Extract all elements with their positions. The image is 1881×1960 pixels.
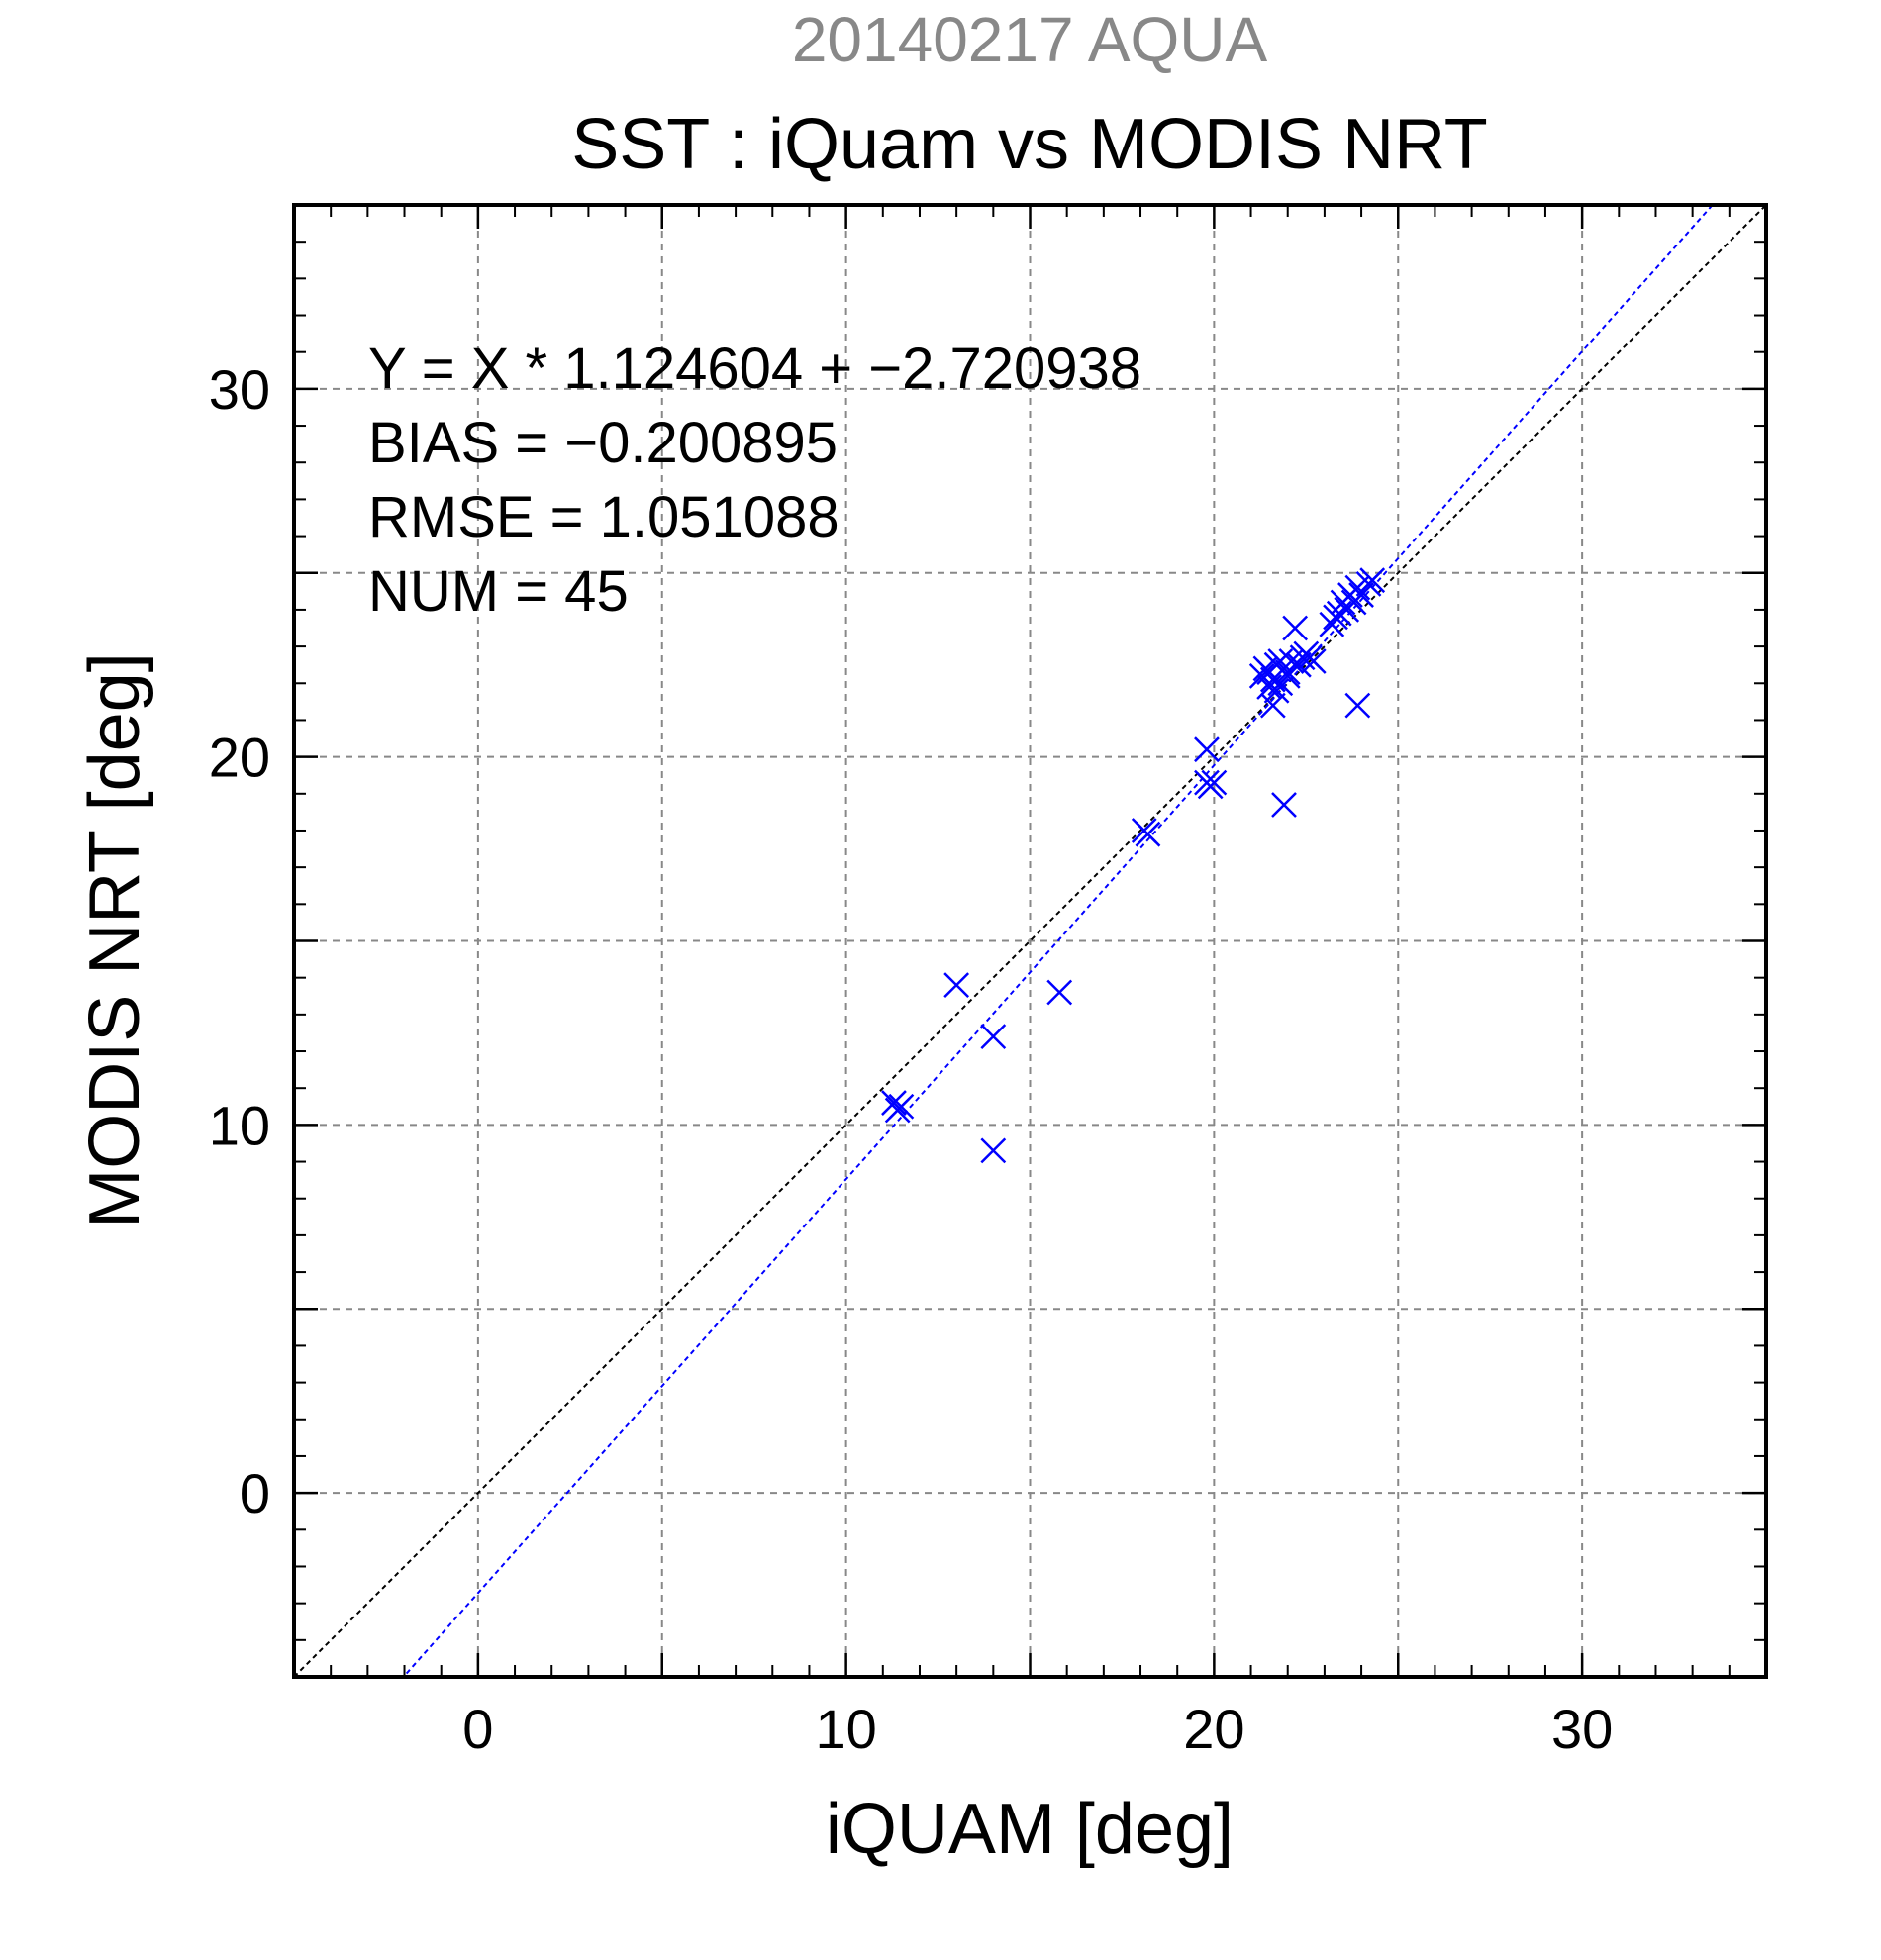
data-point: [1201, 769, 1228, 796]
x-tick-label: 30: [1551, 1698, 1613, 1760]
annotation-fit-equation: Y = X * 1.124604 + −2.720938: [368, 337, 1141, 401]
y-tick-label: 30: [209, 358, 270, 421]
data-point: [1271, 792, 1297, 818]
fit-line: [402, 205, 1715, 1677]
data-point: [943, 972, 970, 998]
data-point: [1263, 677, 1290, 704]
data-point: [1348, 582, 1374, 608]
data-points: [881, 567, 1386, 1164]
plot-frame: [292, 203, 1768, 1679]
data-point: [1359, 567, 1386, 594]
x-tick-label: 10: [815, 1698, 876, 1760]
data-point: [1046, 979, 1073, 1006]
x-tick-label: 20: [1183, 1698, 1244, 1760]
data-point: [1194, 736, 1220, 763]
chart-suptitle: 20140217 AQUA: [792, 4, 1268, 75]
major-ticks: [294, 205, 1766, 1677]
chart-title: SST : iQuam vs MODIS NRT: [571, 105, 1488, 184]
x-tick-labels: 0 10 20 30: [462, 1698, 1613, 1760]
annotation-num: NUM = 45: [368, 559, 629, 624]
y-tick-label: 20: [209, 727, 270, 789]
x-tick-label: 0: [462, 1698, 493, 1760]
y-tick-label: 0: [240, 1462, 270, 1524]
data-point: [1300, 648, 1327, 674]
stats-annotation: Y = X * 1.124604 + −2.720938 BIAS = −0.2…: [368, 337, 1141, 624]
grid-lines: [294, 205, 1766, 1677]
y-tick-label: 10: [209, 1094, 270, 1156]
data-point: [1282, 615, 1309, 641]
data-point: [980, 1024, 1007, 1050]
data-point: [980, 1137, 1007, 1164]
data-point: [1256, 659, 1283, 686]
data-point: [1323, 604, 1348, 631]
data-point: [1285, 651, 1312, 678]
data-point: [881, 1090, 907, 1116]
y-axis-label: MODIS NRT [deg]: [75, 652, 154, 1228]
annotation-bias: BIAS = −0.200895: [368, 411, 838, 475]
data-point: [1344, 692, 1371, 719]
y-tick-labels: 0 10 20 30: [209, 358, 270, 1524]
data-point: [888, 1093, 915, 1120]
annotation-rmse: RMSE = 1.051088: [368, 485, 840, 549]
data-point: [1259, 692, 1286, 719]
data-point: [1135, 821, 1161, 847]
x-axis-label: iQUAM [deg]: [826, 1790, 1234, 1869]
